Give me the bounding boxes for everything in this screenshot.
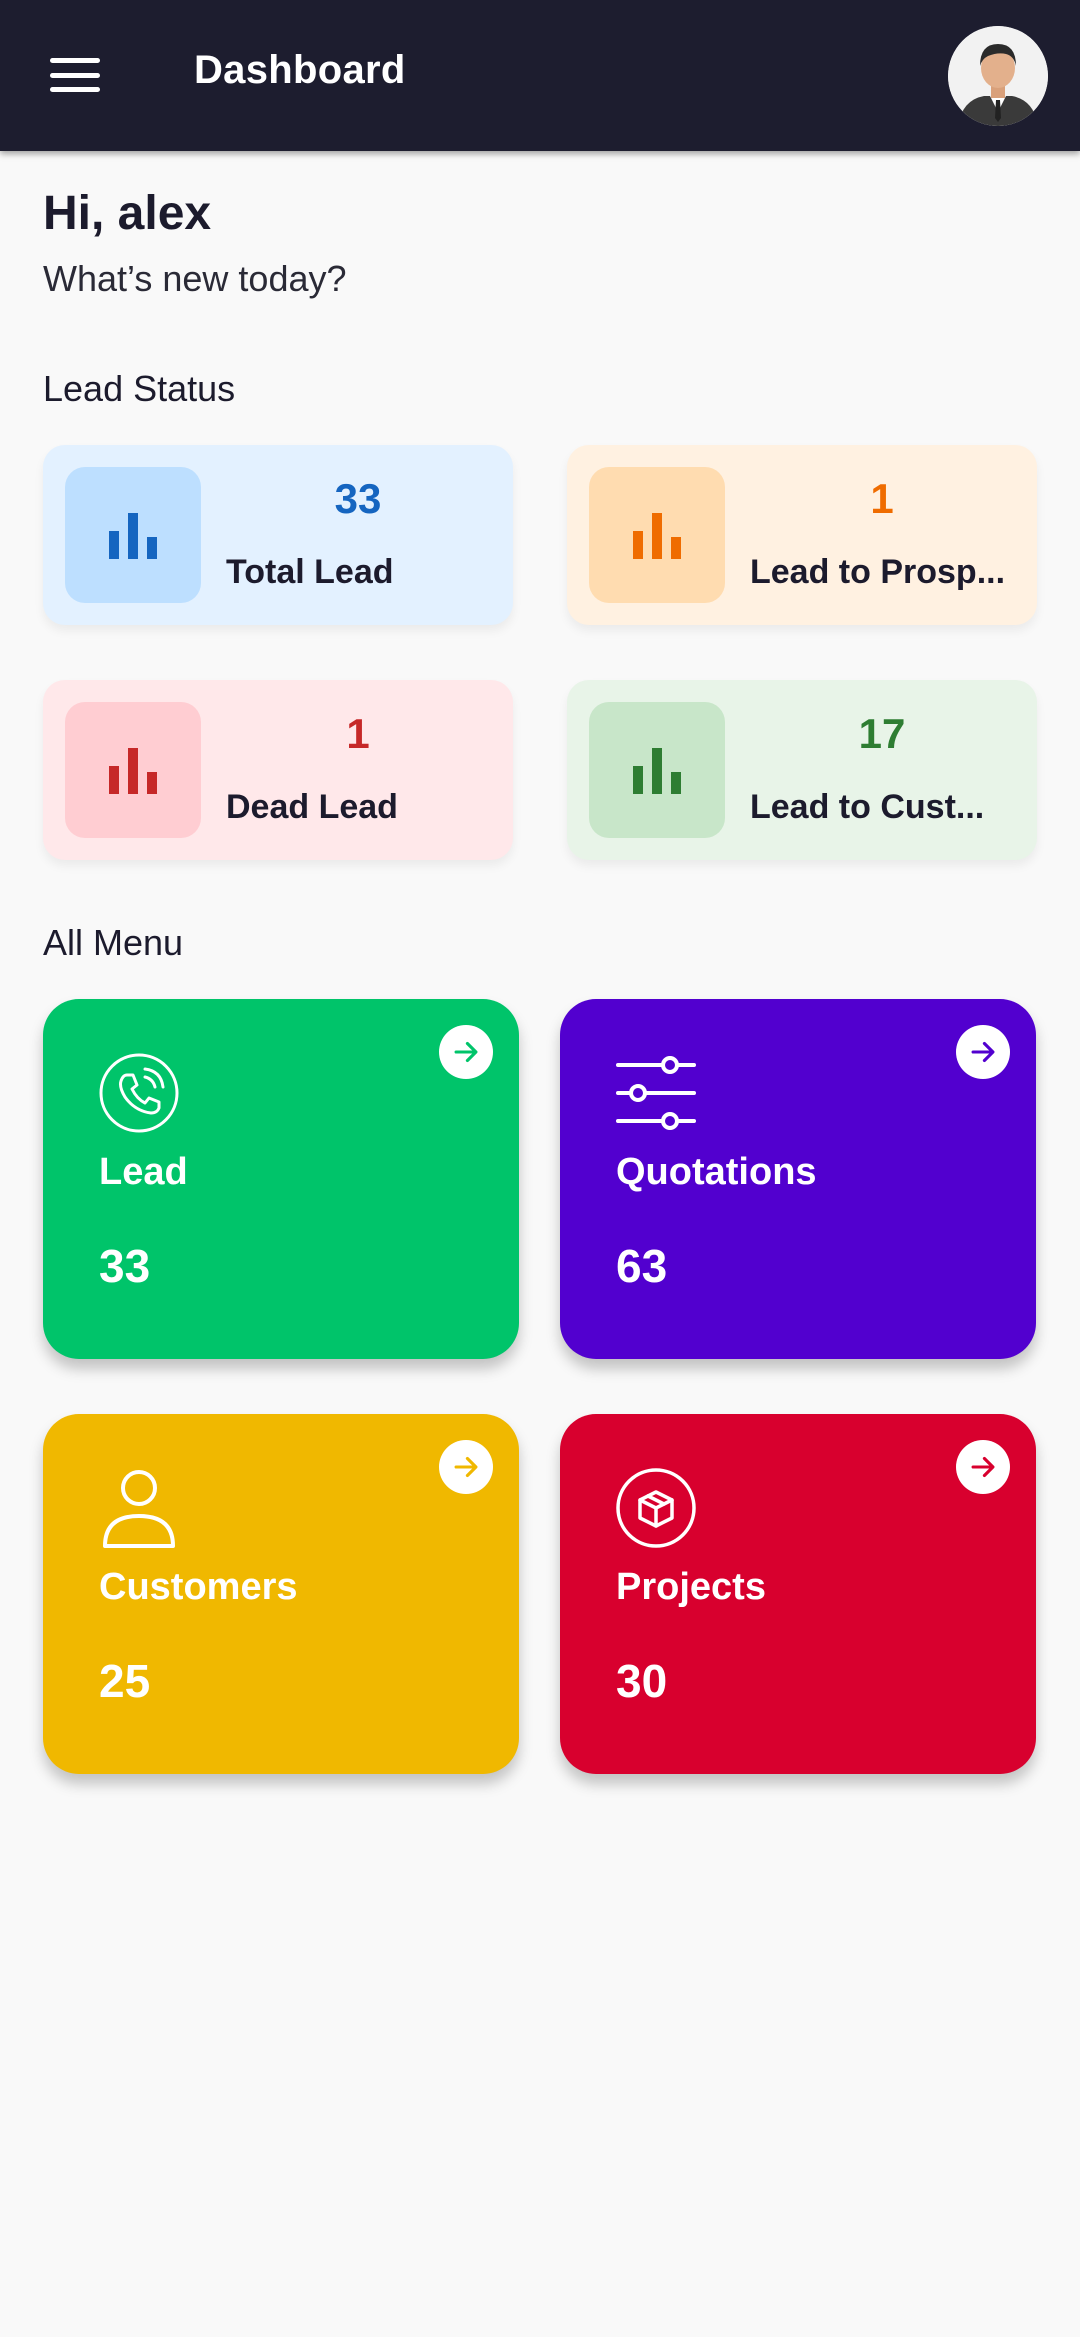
menu-tile-quotations[interactable]: Quotations 63 bbox=[560, 999, 1036, 1359]
stat-card-lead-to-customer[interactable]: 17 Lead to Cust... bbox=[567, 680, 1037, 860]
stat-value: 1 bbox=[870, 475, 894, 522]
lead-status-title: Lead Status bbox=[43, 368, 236, 409]
arrow-right-icon[interactable] bbox=[956, 1440, 1010, 1494]
stat-label: Lead to Prosp... bbox=[750, 553, 1006, 591]
box-icon bbox=[614, 1466, 698, 1550]
arrow-right-icon[interactable] bbox=[439, 1440, 493, 1494]
hamburger-menu-icon[interactable] bbox=[40, 50, 110, 100]
stat-value: 1 bbox=[346, 710, 370, 757]
stat-label: Dead Lead bbox=[226, 788, 398, 826]
user-icon bbox=[97, 1466, 181, 1550]
bar-chart-icon bbox=[589, 467, 725, 603]
page-title: Dashboard bbox=[194, 48, 406, 92]
tile-count: 33 bbox=[99, 1240, 151, 1292]
user-avatar-icon bbox=[948, 26, 1048, 126]
menu-tile-lead[interactable]: Lead 33 bbox=[43, 999, 519, 1359]
stat-card-total-lead[interactable]: 33 Total Lead bbox=[43, 445, 513, 625]
sliders-icon bbox=[614, 1051, 698, 1135]
bar-chart-icon bbox=[65, 702, 201, 838]
app-bar: Dashboard bbox=[0, 0, 1080, 151]
tile-label: Customers bbox=[99, 1566, 298, 1608]
arrow-right-icon[interactable] bbox=[439, 1025, 493, 1079]
menu-tile-projects[interactable]: Projects 30 bbox=[560, 1414, 1036, 1774]
menu-tile-customers[interactable]: Customers 25 bbox=[43, 1414, 519, 1774]
phone-icon bbox=[97, 1051, 181, 1135]
all-menu-title: All Menu bbox=[43, 922, 184, 963]
stat-value: 17 bbox=[858, 710, 906, 757]
stat-label: Total Lead bbox=[226, 553, 394, 591]
tile-label: Lead bbox=[99, 1151, 188, 1193]
greeting-title: Hi, alex bbox=[43, 187, 212, 240]
stat-card-lead-to-prospect[interactable]: 1 Lead to Prosp... bbox=[567, 445, 1037, 625]
avatar[interactable] bbox=[948, 26, 1048, 126]
stat-card-dead-lead[interactable]: 1 Dead Lead bbox=[43, 680, 513, 860]
arrow-right-icon[interactable] bbox=[956, 1025, 1010, 1079]
bar-chart-icon bbox=[589, 702, 725, 838]
tile-count: 30 bbox=[616, 1655, 668, 1707]
bar-chart-icon bbox=[65, 467, 201, 603]
tile-count: 25 bbox=[99, 1655, 151, 1707]
stat-label: Lead to Cust... bbox=[750, 788, 985, 826]
tile-label: Quotations bbox=[616, 1151, 817, 1193]
tile-label: Projects bbox=[616, 1566, 766, 1608]
greeting-subtitle: What’s new today? bbox=[43, 258, 347, 299]
tile-count: 63 bbox=[616, 1240, 668, 1292]
stat-value: 33 bbox=[334, 475, 382, 522]
